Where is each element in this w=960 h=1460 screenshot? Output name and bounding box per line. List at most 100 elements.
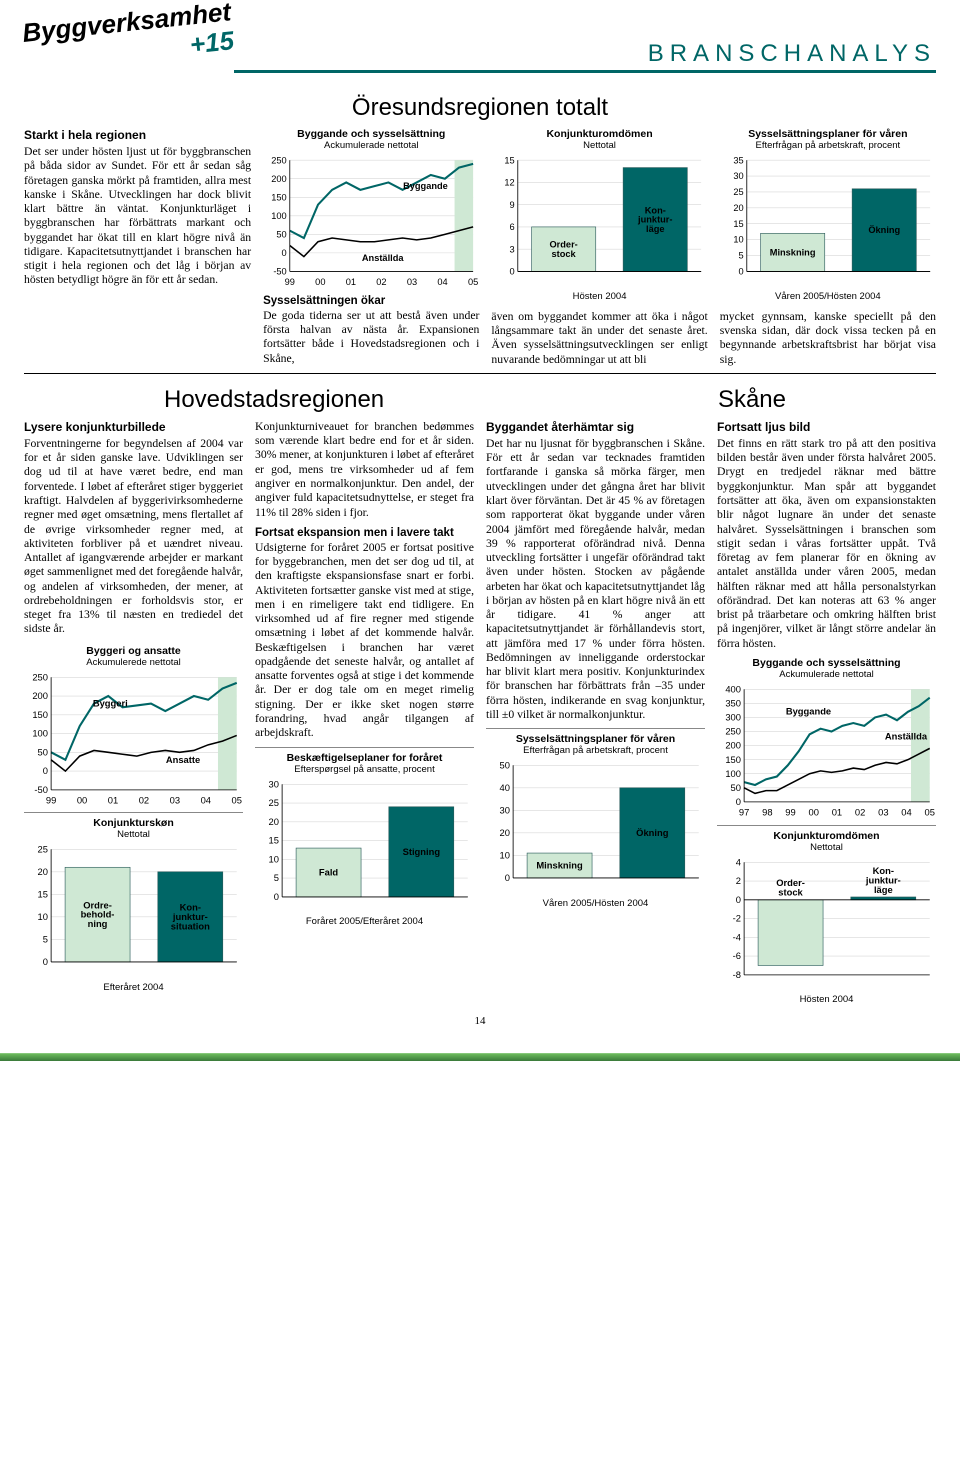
svg-text:30: 30 <box>733 171 743 181</box>
para1-body: De goda tiderna ser ut att bestå även un… <box>263 309 479 366</box>
para3-body: mycket gynnsam, kanske speciellt på den … <box>720 310 936 367</box>
svg-text:20: 20 <box>733 203 743 213</box>
svg-text:300: 300 <box>725 712 741 722</box>
skane-col2-body: Det finns en rätt stark tro på att den p… <box>717 437 936 651</box>
svg-text:20: 20 <box>38 867 48 877</box>
intro-body: Det ser under hösten ljust ut för byggbr… <box>24 145 251 288</box>
svg-text:15: 15 <box>38 890 48 900</box>
svg-text:400: 400 <box>725 684 741 694</box>
svg-text:200: 200 <box>271 174 286 184</box>
svg-text:situation: situation <box>171 922 210 932</box>
svg-text:150: 150 <box>725 755 741 765</box>
svg-text:0: 0 <box>274 892 279 902</box>
chart-divider-A <box>24 812 243 813</box>
svg-text:01: 01 <box>346 277 356 287</box>
chartA-title: Byggeri og ansatte <box>24 645 243 657</box>
chartE-sub: Ackumulerade nettotal <box>717 669 936 680</box>
chartD-sub: Efterfrågan på arbetskraft, procent <box>486 745 705 756</box>
chart1: -5005010015020025099000102030405Byggande… <box>263 154 479 288</box>
svg-text:03: 03 <box>407 277 417 287</box>
svg-text:02: 02 <box>376 277 386 287</box>
svg-text:35: 35 <box>733 155 743 165</box>
svg-text:10: 10 <box>38 912 48 922</box>
chart3-title: Sysselsättningsplaner för våren <box>720 128 936 140</box>
svg-text:-8: -8 <box>733 970 741 980</box>
section-title-oresund: Öresundsregionen totalt <box>24 94 936 122</box>
svg-text:20: 20 <box>500 828 510 838</box>
svg-text:Stigning: Stigning <box>403 846 441 856</box>
svg-text:50: 50 <box>500 761 510 771</box>
svg-text:Ökning: Ökning <box>636 828 669 838</box>
svg-text:Minskning: Minskning <box>536 861 583 871</box>
chartB: 0510152025Ordre-behold-ningKon-junktur-s… <box>24 843 243 979</box>
svg-text:12: 12 <box>505 178 515 188</box>
svg-text:200: 200 <box>32 691 48 701</box>
chart2: 03691215Order-stockKon-junktur-läge <box>491 154 707 288</box>
lower-row: Lysere konjunkturbillede Forventningerne… <box>24 420 936 1005</box>
svg-text:97: 97 <box>739 807 749 817</box>
chartC-footer: Foråret 2005/Efteråret 2004 <box>255 916 474 927</box>
svg-text:50: 50 <box>731 783 741 793</box>
chart-divider-F <box>717 825 936 826</box>
chartC-sub: Efterspørgsel på ansatte, procent <box>255 764 474 775</box>
svg-text:250: 250 <box>725 727 741 737</box>
svg-text:läge: läge <box>646 224 665 234</box>
svg-text:ning: ning <box>88 919 108 929</box>
svg-text:0: 0 <box>43 766 48 776</box>
hoved-col2-body2: Udsigterne for foråret 2005 er fortsat p… <box>255 541 474 741</box>
svg-text:05: 05 <box>232 795 242 805</box>
svg-text:3: 3 <box>510 244 515 254</box>
svg-text:250: 250 <box>271 155 286 165</box>
dual-titles: Hovedstadsregionen Skåne <box>24 378 936 420</box>
svg-text:04: 04 <box>438 277 448 287</box>
skane-col1-hd: Byggandet återhämtar sig <box>486 420 705 434</box>
oresund-row: Starkt i hela regionen Det ser under hös… <box>24 128 936 367</box>
svg-text:0: 0 <box>736 797 741 807</box>
svg-text:03: 03 <box>170 795 180 805</box>
chartF-sub: Nettotal <box>717 842 936 853</box>
svg-text:0: 0 <box>505 873 510 883</box>
svg-text:00: 00 <box>77 795 87 805</box>
svg-text:150: 150 <box>32 710 48 720</box>
svg-text:99: 99 <box>46 795 56 805</box>
svg-text:Fald: Fald <box>319 867 339 877</box>
chart2-footer: Hösten 2004 <box>491 291 707 302</box>
svg-text:Anställda: Anställda <box>362 253 404 263</box>
svg-text:05: 05 <box>468 277 478 287</box>
para1-hd: Sysselsättningen ökar <box>263 295 479 307</box>
header-bar: Byggverksamhet +15 BRANSCHANALYS <box>24 18 936 78</box>
hoved-col2-hd2: Fortsat ekspansion men i lavere takt <box>255 527 474 539</box>
svg-text:10: 10 <box>733 235 743 245</box>
chart-divider-D <box>486 728 705 729</box>
svg-text:15: 15 <box>269 835 279 845</box>
chartD: 01020304050MinskningÖkning <box>486 759 705 895</box>
svg-text:50: 50 <box>277 229 287 239</box>
svg-text:30: 30 <box>269 779 279 789</box>
skane-col2-hd: Fortsatt ljus bild <box>717 420 936 434</box>
svg-text:6: 6 <box>510 222 515 232</box>
chartF: -8-6-4-2024Order-stockKon-junktur-läge <box>717 856 936 992</box>
svg-text:-50: -50 <box>34 785 48 795</box>
svg-text:9: 9 <box>510 200 515 210</box>
chartB-sub: Nettotal <box>24 829 243 840</box>
svg-text:350: 350 <box>725 698 741 708</box>
section-title-skane: Skåne <box>475 386 936 414</box>
svg-text:00: 00 <box>809 807 819 817</box>
svg-text:05: 05 <box>925 807 935 817</box>
chart3-footer: Våren 2005/Hösten 2004 <box>720 291 936 302</box>
svg-text:01: 01 <box>832 807 842 817</box>
svg-text:99: 99 <box>785 807 795 817</box>
svg-text:-4: -4 <box>733 932 741 942</box>
page-number: 14 <box>24 1015 936 1027</box>
svg-text:-2: -2 <box>733 913 741 923</box>
chartF-footer: Hösten 2004 <box>717 994 936 1005</box>
chart2-title: Konjunkturomdömen <box>491 128 707 140</box>
svg-text:100: 100 <box>32 728 48 738</box>
chart1-title: Byggande och sysselsättning <box>263 128 479 140</box>
chartF-title: Konjunkturomdömen <box>717 830 936 842</box>
footer-grass <box>0 1047 960 1061</box>
svg-text:10: 10 <box>269 854 279 864</box>
svg-text:15: 15 <box>733 219 743 229</box>
svg-text:150: 150 <box>271 192 286 202</box>
svg-text:Ansatte: Ansatte <box>166 754 200 764</box>
